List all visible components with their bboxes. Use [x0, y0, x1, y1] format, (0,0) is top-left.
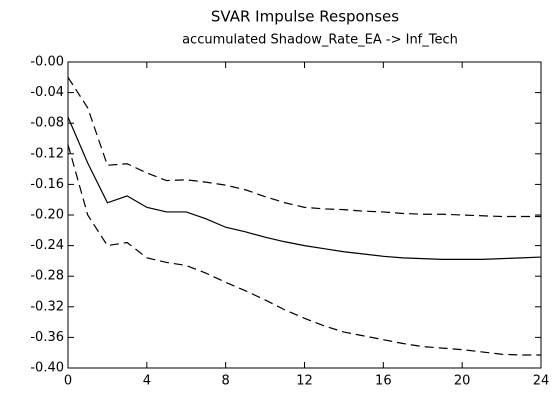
y-tick-label: -0.20: [30, 208, 64, 223]
y-tick-label: -0.04: [30, 85, 64, 100]
y-tick-label: -0.16: [30, 177, 64, 192]
band-line: [67, 76, 541, 218]
y-tick-label: -0.28: [30, 269, 64, 284]
response-line: [67, 116, 542, 260]
x-tick-label: 4: [143, 374, 151, 389]
x-tick-label: 8: [222, 374, 230, 389]
chart-subtitle: accumulated Shadow_Rate_EA -> Inf_Tech: [182, 33, 458, 48]
y-tick-label: -0.36: [30, 330, 64, 345]
x-tick-label: 12: [296, 374, 313, 389]
x-tick-label: 0: [64, 374, 72, 389]
y-tick-label: -0.24: [30, 238, 64, 253]
y-tick-label: -0.08: [30, 116, 64, 131]
chart-title: SVAR Impulse Responses: [211, 8, 399, 26]
y-tick-label: -0.00: [30, 55, 64, 70]
x-tick-label: 24: [533, 374, 550, 389]
y-tick-label: -0.40: [30, 361, 64, 376]
y-tick-label: -0.32: [30, 299, 64, 314]
y-tick-label: -0.12: [30, 146, 64, 161]
band-line: [67, 144, 541, 356]
x-tick-label: 16: [375, 374, 392, 389]
x-tick-label: 20: [454, 374, 471, 389]
